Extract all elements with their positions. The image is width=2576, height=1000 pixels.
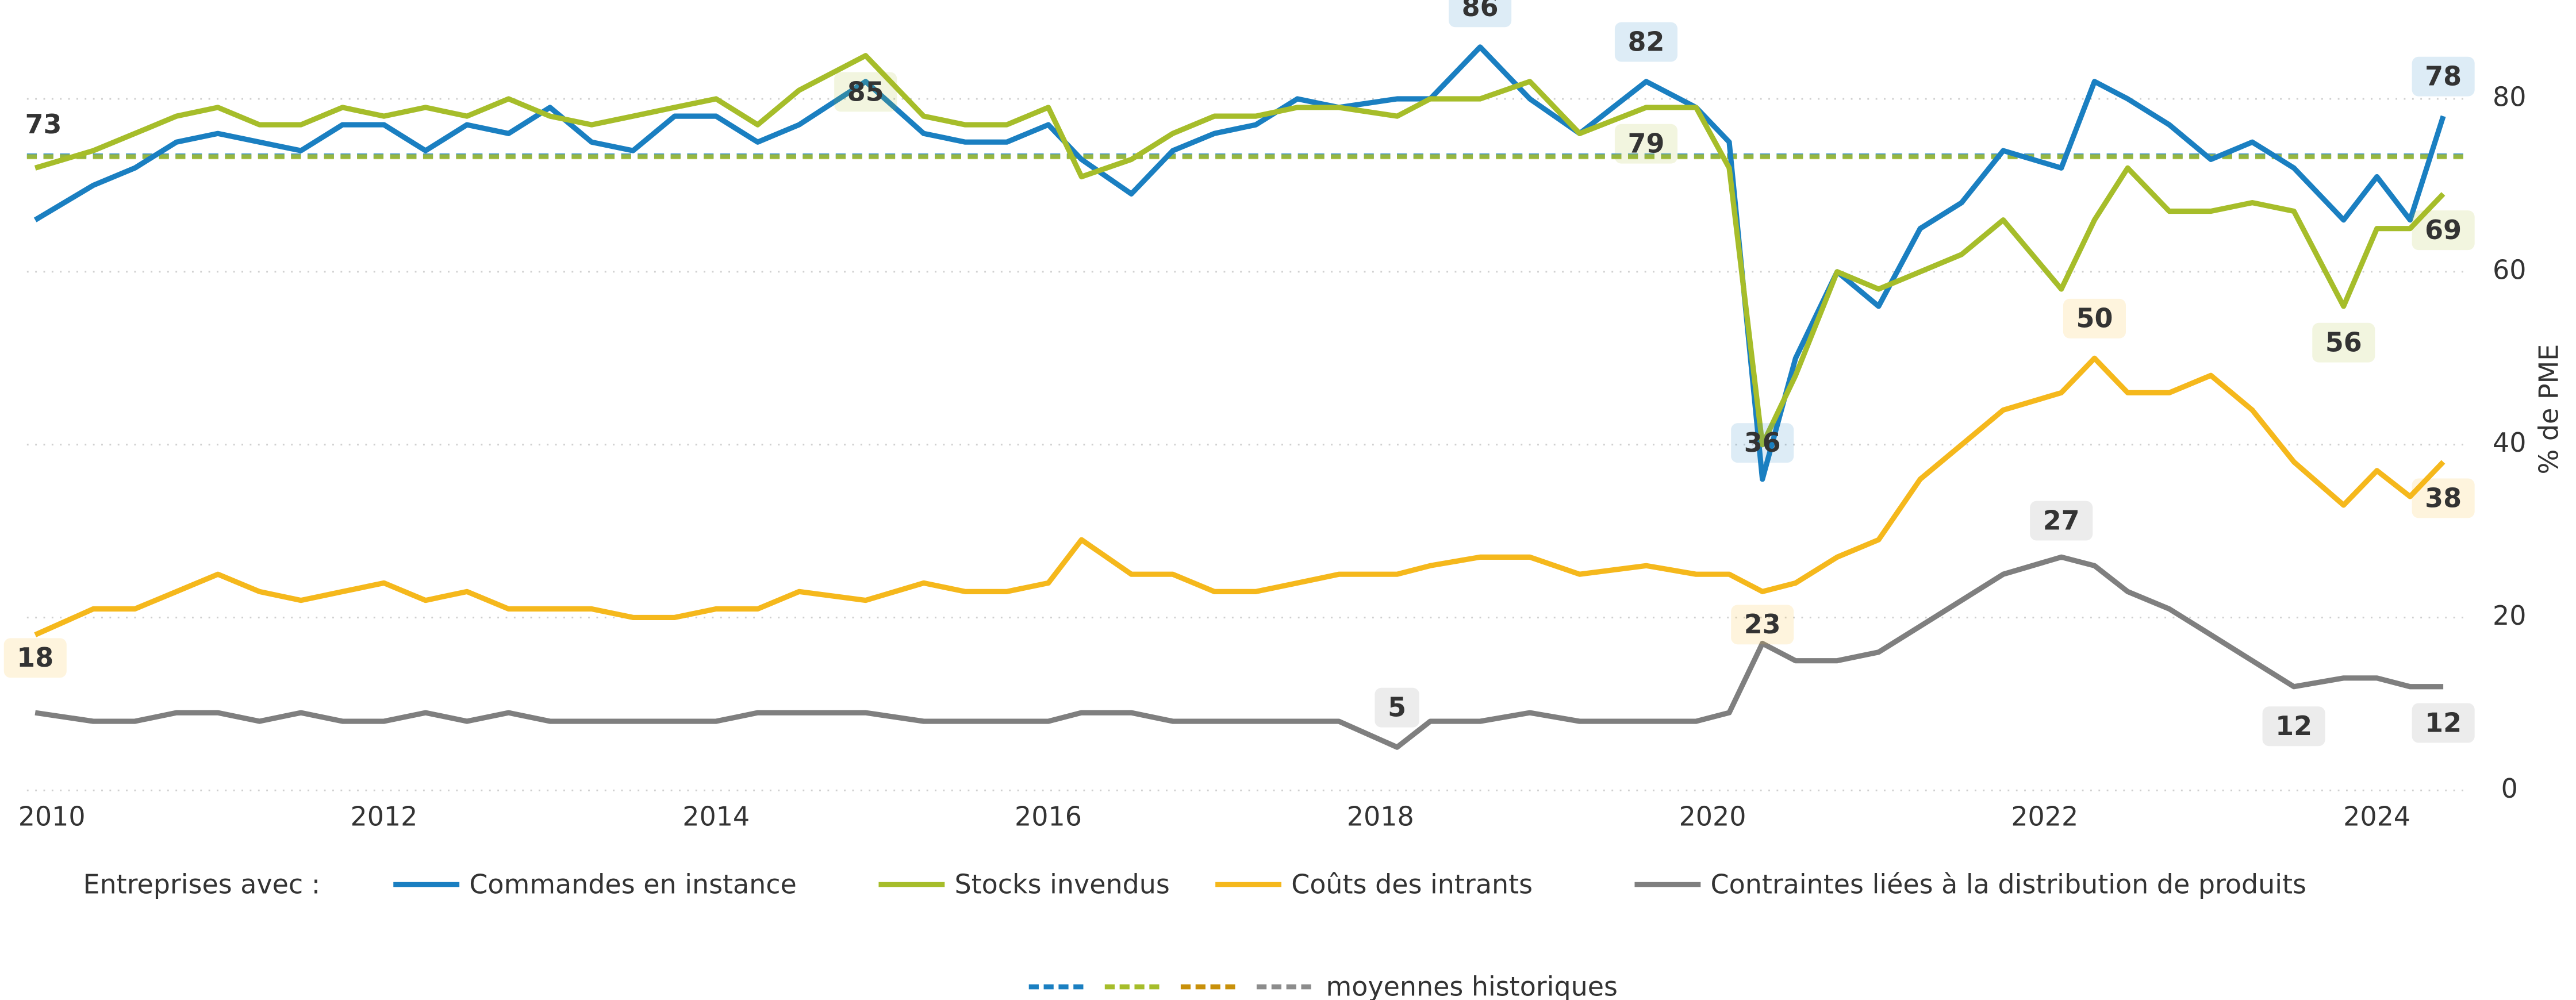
annotation-box <box>1614 22 1678 62</box>
annotation-label: 27 <box>2043 505 2080 536</box>
series-line <box>34 355 2446 637</box>
annotation-box <box>2312 322 2375 363</box>
average-legend-label: moyennes historiques <box>1326 971 1618 1000</box>
average-label: 73 <box>25 109 62 140</box>
annotation-label: 82 <box>1628 26 1665 57</box>
annotation-label: 38 <box>2425 482 2462 513</box>
annotation-box <box>834 72 897 112</box>
annotation-label: 12 <box>2425 707 2462 738</box>
annotation-label: 69 <box>2425 214 2462 245</box>
annotation-box <box>1449 0 1512 28</box>
series-line <box>34 554 2444 750</box>
y-tick-label: 0 <box>2501 773 2518 804</box>
annotation-box <box>1731 605 1794 645</box>
annotation-box <box>3 638 67 678</box>
x-tick-label: 2014 <box>682 801 750 832</box>
annotation-label: 86 <box>1462 0 1499 22</box>
annotation-box <box>2412 210 2475 251</box>
annotation-box <box>2262 706 2325 747</box>
y-tick-label: 40 <box>2493 427 2526 458</box>
annotation-box <box>2412 478 2475 518</box>
annotation-box <box>2412 703 2475 743</box>
x-tick-label: 2022 <box>2011 801 2078 832</box>
legend-title: Entreprises avec : <box>83 868 320 899</box>
annotation-label: 50 <box>2076 303 2113 334</box>
annotation-label: 18 <box>17 642 53 673</box>
y-tick-label: 80 <box>2493 82 2526 113</box>
legend-label: Commandes en instance <box>469 868 796 899</box>
annotation-label: 78 <box>2425 61 2462 92</box>
annotation-box <box>1375 687 1419 728</box>
annotation-box <box>1614 124 1678 164</box>
annotation-label: 12 <box>2275 710 2312 741</box>
x-tick-label: 2012 <box>350 801 417 832</box>
legend-label: Stocks invendus <box>955 868 1170 899</box>
legend-label: Contraintes liées à la distribution de p… <box>1711 868 2306 899</box>
x-tick-label: 2024 <box>2343 801 2410 832</box>
x-tick-label: 2018 <box>1347 801 1414 832</box>
annotation-label: 36 <box>1744 427 1781 458</box>
annotation-box <box>2030 501 2093 541</box>
annotation-box <box>1731 423 1794 463</box>
x-tick-label: 2016 <box>1015 801 1082 832</box>
annotation-box <box>2412 56 2475 97</box>
series-line <box>33 44 2446 482</box>
annotation-label: 23 <box>1744 609 1781 640</box>
x-tick-label: 2010 <box>18 801 86 832</box>
y-tick-label: 20 <box>2493 600 2526 631</box>
x-tick-label: 2020 <box>1679 801 1746 832</box>
y-axis-label: % de PME <box>2533 344 2565 475</box>
annotation-label: 56 <box>2325 327 2362 358</box>
annotation-label: 85 <box>847 76 884 107</box>
series-line <box>34 53 2446 448</box>
annotation-label: 5 <box>1388 692 1406 723</box>
annotation-label: 79 <box>1628 128 1665 159</box>
y-tick-label: 60 <box>2493 254 2526 285</box>
legend-label: Coûts des intrants <box>1291 868 1533 899</box>
annotation-box <box>2063 298 2126 339</box>
